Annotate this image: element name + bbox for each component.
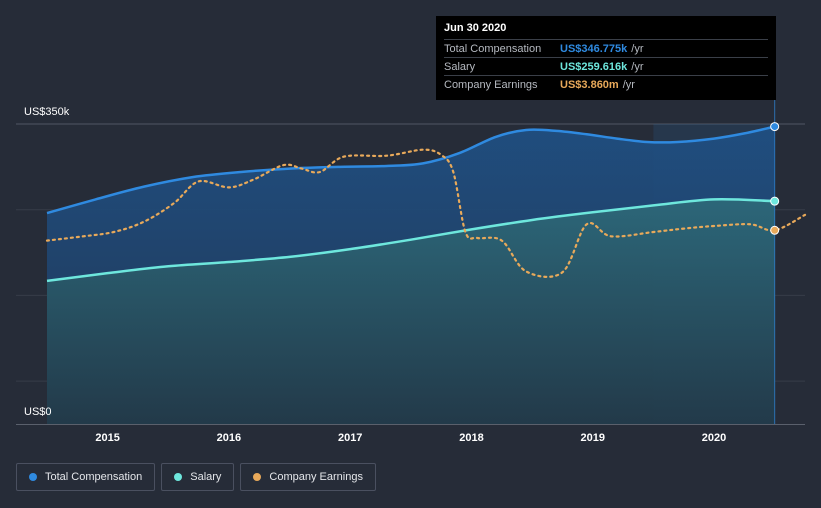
tooltip-row-earnings: Company Earnings US$3.860m /yr [444, 75, 768, 93]
tooltip-row-salary: Salary US$259.616k /yr [444, 57, 768, 75]
x-tick-label-2017: 2017 [338, 432, 362, 444]
tooltip-unit-salary: /yr [631, 60, 644, 73]
legend-dot-earnings-icon [253, 473, 262, 481]
data-tooltip: Jun 30 2020 Total Compensation US$346.77… [436, 16, 776, 100]
legend-label-total: Total Compensation [45, 471, 143, 483]
total-compensation-marker [770, 122, 780, 132]
tooltip-value-earnings: US$3.860m [560, 78, 619, 91]
legend-dot-salary-icon [174, 473, 183, 481]
tooltip-row-total: Total Compensation US$346.775k /yr [444, 39, 768, 57]
legend-dot-total-icon [29, 473, 37, 481]
salary-area [47, 199, 775, 424]
tooltip-value-salary: US$259.616k [560, 60, 628, 73]
salary-line [46, 198, 775, 283]
legend-salary[interactable]: Salary [161, 463, 235, 491]
x-tick-label-2018: 2018 [459, 432, 483, 444]
y-tick-label-zero: US$0 [24, 406, 52, 418]
tooltip-label-salary: Salary [444, 60, 476, 73]
legend-label-salary: Salary [190, 471, 222, 483]
salary-marker [770, 196, 780, 206]
tooltip-date: Jun 30 2020 [444, 22, 507, 34]
x-tick-label-2020: 2020 [702, 432, 726, 444]
legend-total-compensation[interactable]: Total Compensation [16, 463, 156, 491]
y-tick-label-max: US$350k [24, 106, 70, 118]
x-tick-label-2015: 2015 [95, 432, 119, 444]
x-tick-label-2016: 2016 [217, 432, 241, 444]
tooltip-value-total: US$346.775k [560, 42, 628, 55]
chart-legend: Total Compensation Salary Company Earnin… [16, 463, 376, 491]
tooltip-unit-total: /yr [631, 42, 644, 55]
legend-company-earnings[interactable]: Company Earnings [240, 463, 376, 491]
tooltip-unit-earnings: /yr [622, 78, 635, 91]
legend-label-earnings: Company Earnings [269, 471, 363, 483]
total-compensation-line [46, 125, 775, 215]
x-tick-label-2019: 2019 [581, 432, 605, 444]
company-earnings-marker [770, 225, 780, 235]
tooltip-label-earnings: Company Earnings [444, 78, 538, 91]
company-earnings-line [45, 148, 807, 278]
tooltip-label-total: Total Compensation [444, 42, 542, 55]
